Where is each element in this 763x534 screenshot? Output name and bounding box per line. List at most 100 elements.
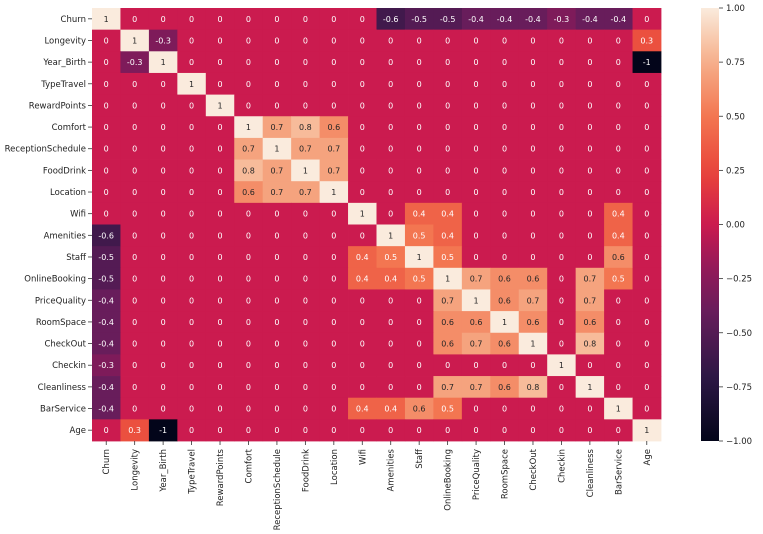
cell-value-label: 0 — [388, 36, 393, 45]
heatmap-cell — [262, 267, 292, 290]
cell-value-label: 0 — [274, 231, 279, 240]
heatmap-cell — [205, 376, 235, 399]
heatmap-cell — [547, 51, 577, 74]
cell-value-label: 0 — [161, 383, 166, 392]
heatmap-cell — [177, 8, 207, 31]
cell-value-label: 0 — [246, 275, 251, 284]
heatmap-cell — [120, 354, 150, 377]
cell-value-label: 0.6 — [413, 405, 426, 414]
cell-value-label: 0.8 — [242, 166, 255, 175]
cell-value-label: 0 — [616, 188, 621, 197]
heatmap-cell — [177, 202, 207, 225]
cell-value-label: 0 — [644, 318, 649, 327]
cell-value-label: 0 — [417, 101, 422, 110]
cell-value-label: 0 — [217, 145, 222, 154]
heatmap-cell — [604, 311, 633, 334]
cell-value-label: -0.3 — [554, 15, 570, 24]
heatmap-cell — [319, 181, 349, 204]
column-label: RoomSpace — [501, 449, 511, 499]
heatmap-cell — [547, 376, 577, 399]
heatmap-cell — [604, 72, 633, 95]
colorbar-tick-label: 0.00 — [726, 221, 745, 231]
heatmap-cell — [205, 224, 235, 247]
heatmap-cell — [319, 202, 349, 225]
heatmap-cell — [234, 397, 264, 420]
cell-value-label: 0 — [217, 318, 222, 327]
cell-value-label: 0.6 — [612, 253, 625, 262]
heatmap-cell — [575, 8, 605, 31]
cell-value-label: 1 — [274, 145, 279, 154]
cell-value-label: 0 — [303, 80, 308, 89]
heatmap-cell — [461, 397, 491, 420]
heatmap-cell — [518, 397, 548, 420]
column-label: Comfort — [244, 448, 254, 483]
cell-value-label: 0 — [388, 426, 393, 435]
cell-value-label: 0 — [360, 166, 365, 175]
heatmap-cell — [547, 354, 577, 377]
cell-value-label: 0 — [303, 36, 308, 45]
cell-value-label: 0.5 — [441, 405, 454, 414]
cell-value-label: 0.5 — [612, 275, 625, 284]
cell-value-label: 0 — [161, 188, 166, 197]
cell-value-label: 0.6 — [441, 340, 454, 349]
heatmap-cell — [319, 332, 349, 355]
heatmap-cell — [376, 72, 406, 95]
cell-value-label: 0 — [274, 405, 279, 414]
cell-value-label: 0.7 — [470, 383, 483, 392]
cell-value-label: 0 — [104, 145, 109, 154]
cell-value-label: 0 — [246, 318, 251, 327]
cell-value-label: 0 — [644, 253, 649, 262]
cell-value-label: 1 — [474, 296, 479, 305]
heatmap-cell — [376, 202, 406, 225]
heatmap-cell — [319, 354, 349, 377]
heatmap-cell — [547, 29, 577, 52]
heatmap-cell — [490, 159, 520, 182]
cell-value-label: 0 — [587, 426, 592, 435]
cell-value-label: 0 — [274, 15, 279, 24]
cell-value-label: 0 — [246, 361, 251, 370]
heatmap-cell — [291, 397, 320, 420]
cell-value-label: 0 — [331, 58, 336, 67]
heatmap-cell — [404, 376, 434, 399]
cell-value-label: 0 — [474, 253, 479, 262]
heatmap-cell — [376, 246, 406, 269]
heatmap-cell — [319, 29, 349, 52]
cell-value-label: 0 — [274, 36, 279, 45]
heatmap-cell — [120, 94, 150, 117]
cell-value-label: 0 — [530, 188, 535, 197]
heatmap-cell — [319, 51, 349, 74]
cell-value-label: 1 — [445, 275, 450, 284]
heatmap-cell — [376, 8, 406, 31]
cell-value-label: 0 — [644, 15, 649, 24]
heatmap-cell — [632, 246, 662, 269]
cell-value-label: 0 — [502, 80, 507, 89]
cell-value-label: 0 — [331, 231, 336, 240]
cell-value-label: 0 — [559, 36, 564, 45]
heatmap-cell — [92, 181, 121, 204]
cell-value-label: 0 — [132, 318, 137, 327]
cell-value-label: 0 — [388, 123, 393, 132]
cell-value-label: 0 — [417, 188, 422, 197]
cell-value-label: 0.7 — [242, 145, 255, 154]
heatmap-cell — [433, 8, 463, 31]
cell-value-label: 0 — [104, 80, 109, 89]
heatmap-cell — [92, 137, 121, 160]
cell-value-label: 0 — [189, 231, 194, 240]
heatmap-cell — [319, 267, 349, 290]
heatmap-cell — [348, 181, 377, 204]
cell-value-label: 0 — [417, 361, 422, 370]
heatmap-cell — [547, 8, 577, 31]
cell-value-label: 0.7 — [327, 145, 340, 154]
cell-value-label: 0 — [189, 188, 194, 197]
cell-value-label: 0 — [217, 253, 222, 262]
cell-value-label: 0 — [104, 36, 109, 45]
heatmap-cell — [490, 72, 520, 95]
cell-value-label: 0 — [616, 80, 621, 89]
cell-value-label: 0 — [331, 296, 336, 305]
heatmap-cell — [92, 72, 121, 95]
heatmap-cell — [348, 29, 377, 52]
heatmap-cell — [575, 267, 605, 290]
heatmap-cell — [177, 94, 207, 117]
cell-value-label: 1 — [559, 361, 564, 370]
column-label: TypeTravel — [188, 449, 198, 495]
